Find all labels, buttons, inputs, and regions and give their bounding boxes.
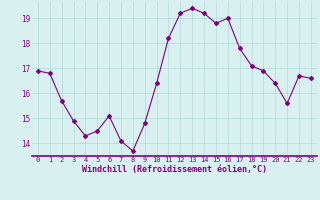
X-axis label: Windchill (Refroidissement éolien,°C): Windchill (Refroidissement éolien,°C) [82,165,267,174]
